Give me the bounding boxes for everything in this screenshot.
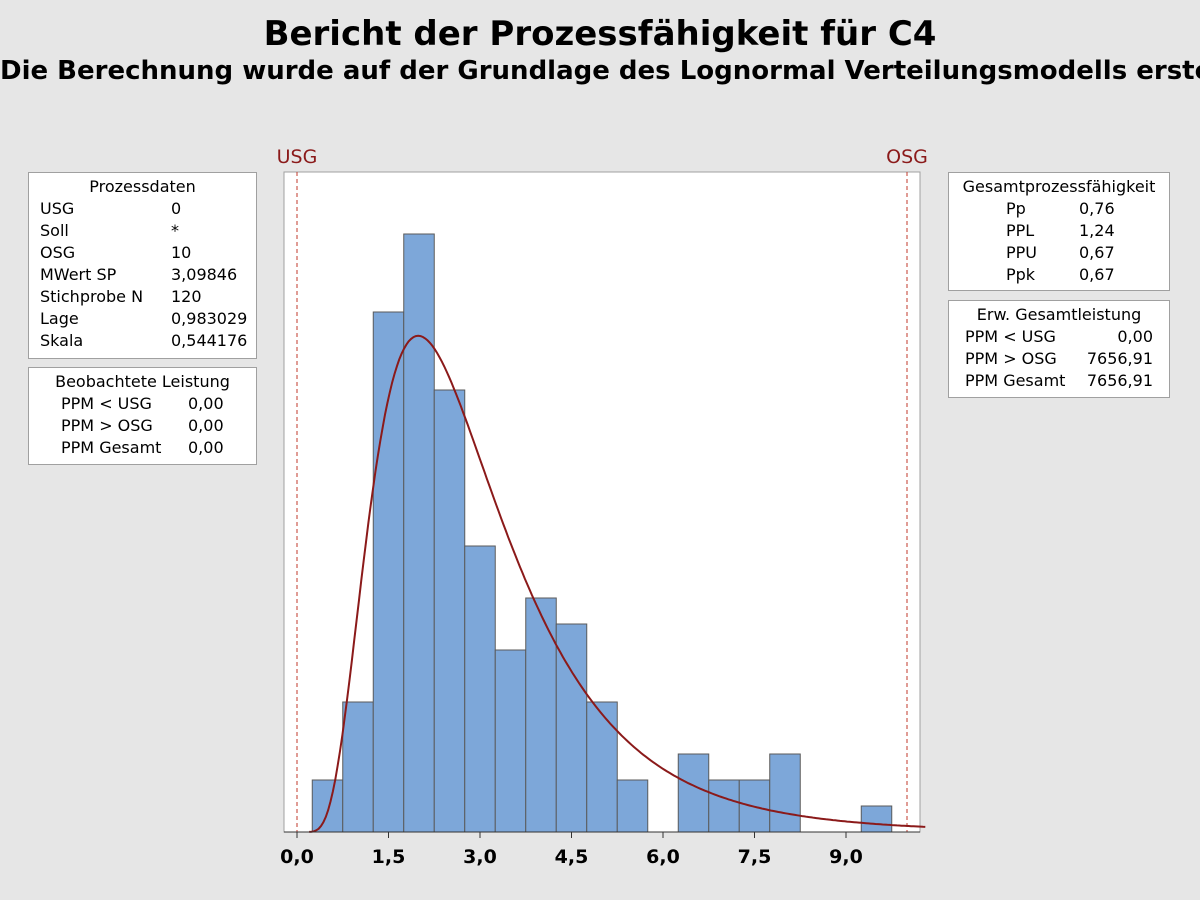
row-label: PPM Gesamt xyxy=(965,371,1066,390)
erwartete-gesamtleistung-panel: Erw. Gesamtleistung PPM < USG 0,00 PPM > … xyxy=(948,300,1170,398)
row-value: 0,983029 xyxy=(171,309,248,328)
erwartete-gesamtleistung-header: Erw. Gesamtleistung xyxy=(976,305,1142,324)
histogram-bar xyxy=(342,701,374,833)
prozessdaten-header: Prozessdaten xyxy=(89,177,196,196)
histogram-bar xyxy=(464,545,496,833)
prozessdaten-panel: Prozessdaten USG 0 Soll * OSG 10 MWert SP 3,… xyxy=(28,172,257,359)
row-value: 10 xyxy=(171,243,192,262)
table-row: PPM > OSG 0,00 xyxy=(61,415,224,437)
row-value: 0,67 xyxy=(1079,265,1115,284)
histogram-bar xyxy=(586,701,618,833)
table-row: PPU 0,67 xyxy=(1006,242,1115,264)
erwartete-gesamtleistung-table: PPM < USG 0,00 PPM > OSG 7656,91 PPM Gesam… xyxy=(965,326,1153,392)
table-row: Skala 0,544176 xyxy=(40,330,247,352)
row-label: PPM > OSG xyxy=(965,349,1057,368)
histogram-bar xyxy=(769,753,801,833)
table-row: PPM Gesamt 7656,91 xyxy=(965,370,1153,392)
row-label: PPM < USG xyxy=(965,327,1056,346)
row-label: Pp xyxy=(1006,199,1026,218)
row-value: 0,00 xyxy=(188,394,224,413)
row-label: PPM Gesamt xyxy=(61,438,162,457)
row-value: 1,24 xyxy=(1079,221,1115,240)
row-value: 3,09846 xyxy=(171,265,238,284)
row-value: 7656,91 xyxy=(1086,371,1153,390)
row-label: Ppk xyxy=(1006,265,1036,284)
row-label: Skala xyxy=(40,331,84,350)
spec-limit-label: OSG xyxy=(886,146,928,168)
x-tick-label: 6,0 xyxy=(646,846,680,868)
row-label: USG xyxy=(40,199,75,218)
table-row: PPM < USG 0,00 xyxy=(965,326,1153,348)
x-tick-label: 4,5 xyxy=(555,846,589,868)
row-value: 0 xyxy=(171,199,182,218)
report-title: Bericht der Prozessfähigkeit für C4 xyxy=(263,14,937,54)
gesamtprozessfaehigkeit-header: Gesamtprozessfähigkeit xyxy=(962,177,1156,196)
table-row: Lage 0,983029 xyxy=(40,308,247,330)
gesamtprozessfaehigkeit-table: Pp 0,76 PPL 1,24 PPU 0,67 Ppk 0,67 xyxy=(1006,198,1115,286)
histogram-bar xyxy=(616,779,649,833)
histogram-bar xyxy=(433,389,466,833)
histogram-bar xyxy=(677,753,710,833)
table-row: PPM > OSG 7656,91 xyxy=(965,348,1153,370)
histogram-bar xyxy=(403,233,435,833)
gesamtprozessfaehigkeit-panel: Gesamtprozessfähigkeit Pp 0,76 PPL 1,24 PP… xyxy=(948,172,1170,291)
row-label: MWert SP xyxy=(40,265,117,284)
table-row: Ppk 0,67 xyxy=(1006,264,1115,286)
spec-limit-label: USG xyxy=(277,146,318,168)
row-label: Stichprobe N xyxy=(40,287,144,306)
x-tick-label: 1,5 xyxy=(372,846,406,868)
histogram-bar xyxy=(708,779,740,833)
row-value: 0,00 xyxy=(188,416,224,435)
spec-limit-lines: USG OSG xyxy=(277,146,928,832)
lognormal-fit-curve xyxy=(309,334,926,833)
x-tick-label: 9,0 xyxy=(829,846,863,868)
x-tick-label: 7,5 xyxy=(738,846,772,868)
row-value: 120 xyxy=(171,287,202,306)
histogram-bar xyxy=(311,779,344,833)
x-tick-label: 0,0 xyxy=(280,846,314,868)
row-label: PPM > OSG xyxy=(61,416,153,435)
table-row: MWert SP 3,09846 xyxy=(40,264,247,286)
table-row: Soll * xyxy=(40,220,247,242)
report-subtitle: Die Berechnung wurde auf der Grundlage d… xyxy=(0,56,1200,86)
table-row: PPM < USG 0,00 xyxy=(61,393,224,415)
histogram-bar xyxy=(860,805,893,833)
x-tick-label: 3,0 xyxy=(463,846,497,868)
table-row: Stichprobe N 120 xyxy=(40,286,247,308)
row-value: 0,00 xyxy=(1117,327,1153,346)
row-value: * xyxy=(171,221,179,240)
row-label: OSG xyxy=(40,243,76,262)
row-label: Lage xyxy=(40,309,79,328)
x-axis-ticks: 0,0 1,5 3,0 4,5 6,0 7,5 9,0 xyxy=(280,832,863,868)
row-value: 0,76 xyxy=(1079,199,1115,218)
row-value: 0,67 xyxy=(1079,243,1115,262)
table-row: USG 0 xyxy=(40,198,247,220)
table-row: Pp 0,76 xyxy=(1006,198,1115,220)
table-row: PPM Gesamt 0,00 xyxy=(61,437,224,459)
row-label: PPU xyxy=(1006,243,1038,262)
histogram-bar xyxy=(494,649,527,833)
beobachtete-leistung-table: PPM < USG 0,00 PPM > OSG 0,00 PPM Gesamt 0,… xyxy=(61,393,224,459)
row-value: 0,544176 xyxy=(171,331,248,350)
row-label: Soll xyxy=(40,221,69,240)
table-row: PPL 1,24 xyxy=(1006,220,1115,242)
beobachtete-leistung-header: Beobachtete Leistung xyxy=(55,372,230,391)
row-value: 0,00 xyxy=(188,438,224,457)
row-value: 7656,91 xyxy=(1086,349,1153,368)
prozessdaten-table: USG 0 Soll * OSG 10 MWert SP 3,09846 Stichpr… xyxy=(40,198,247,352)
histogram-bar xyxy=(525,597,557,833)
histogram-bars xyxy=(311,233,893,833)
beobachtete-leistung-panel: Beobachtete Leistung PPM < USG 0,00 PPM >… xyxy=(28,367,257,465)
table-row: OSG 10 xyxy=(40,242,247,264)
row-label: PPM < USG xyxy=(61,394,152,413)
histogram-bar xyxy=(372,311,405,833)
row-label: PPL xyxy=(1006,221,1035,240)
histogram-bar xyxy=(555,623,588,833)
